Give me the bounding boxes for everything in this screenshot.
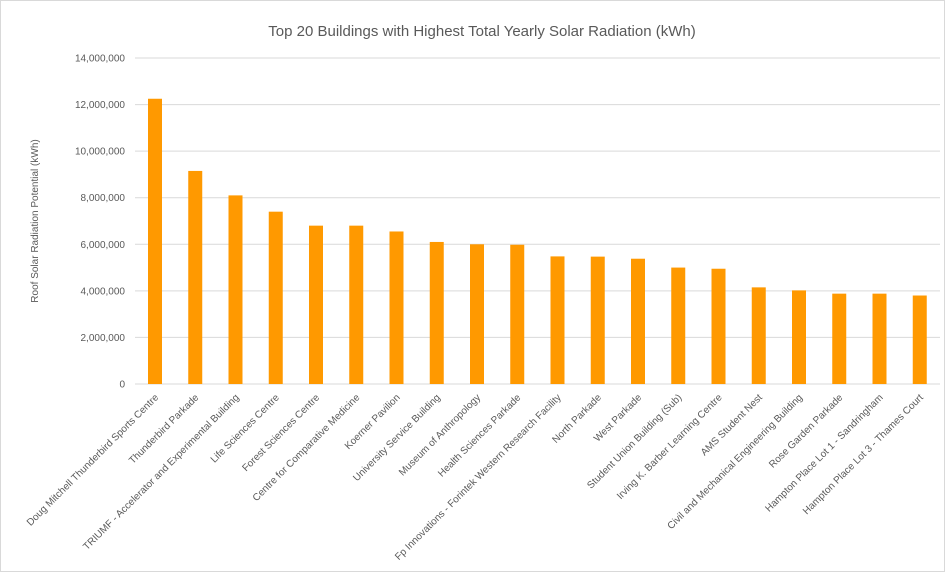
y-tick-label: 6,000,000 <box>81 240 126 251</box>
bar <box>429 241 444 384</box>
bar <box>590 256 605 384</box>
bar <box>550 256 565 384</box>
bar <box>510 244 525 384</box>
bar <box>832 293 847 384</box>
bar <box>349 225 364 384</box>
bar <box>711 268 726 384</box>
bar <box>148 98 162 384</box>
bar <box>671 267 686 384</box>
y-axis-title: Roof Solar Radiation Potential (kWh) <box>30 139 41 302</box>
bar <box>188 170 203 384</box>
bar <box>912 295 927 384</box>
chart-title: Top 20 Buildings with Highest Total Year… <box>268 23 695 40</box>
y-tick-label: 12,000,000 <box>75 100 125 111</box>
y-tick-label: 4,000,000 <box>81 286 126 297</box>
y-tick-label: 2,000,000 <box>81 333 126 344</box>
y-tick-label: 10,000,000 <box>75 147 125 158</box>
bar <box>792 290 806 384</box>
y-tick-label: 14,000,000 <box>75 54 125 65</box>
bar <box>268 211 283 384</box>
bar <box>751 287 766 384</box>
bar <box>389 231 404 384</box>
bar <box>631 258 645 384</box>
bar <box>309 225 323 384</box>
y-tick-label: 0 <box>119 380 125 391</box>
bar <box>872 293 887 384</box>
y-tick-label: 8,000,000 <box>81 193 126 204</box>
bar <box>470 244 484 384</box>
bar <box>228 195 243 384</box>
